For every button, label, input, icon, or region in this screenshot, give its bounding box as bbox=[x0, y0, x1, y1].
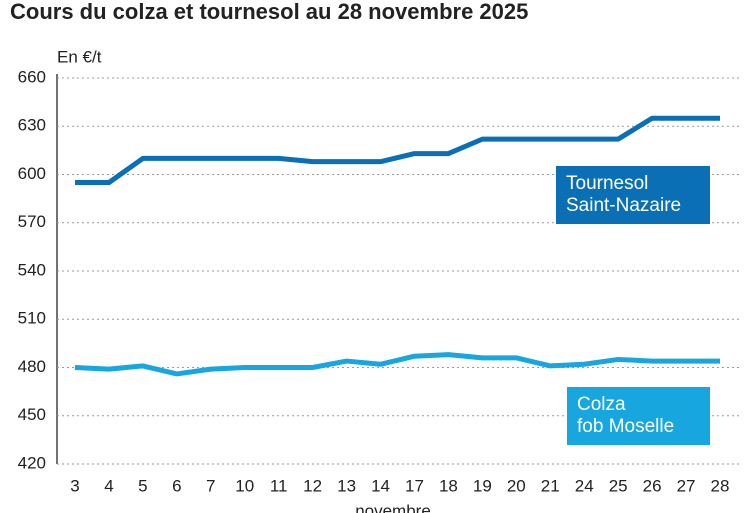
series-line bbox=[75, 115, 720, 186]
x-tick-label: 26 bbox=[643, 476, 662, 495]
x-tick-label: 3 bbox=[70, 476, 79, 495]
x-tick-label: 25 bbox=[609, 476, 628, 495]
y-tick-label: 450 bbox=[18, 405, 46, 424]
y-tick-label: 600 bbox=[18, 164, 46, 183]
x-tick-label: 4 bbox=[104, 476, 113, 495]
y-tick-label: 570 bbox=[18, 212, 46, 231]
x-tick-label: 19 bbox=[473, 476, 492, 495]
series-line bbox=[74, 352, 720, 377]
x-tick-label: 24 bbox=[575, 476, 594, 495]
y-tick-label: 630 bbox=[18, 116, 46, 135]
x-tick-label: 14 bbox=[371, 476, 390, 495]
y-tick-label: 540 bbox=[18, 260, 46, 279]
x-tick-label: 5 bbox=[138, 476, 147, 495]
y-tick-label: 480 bbox=[18, 357, 46, 376]
x-tick-label: 17 bbox=[405, 476, 424, 495]
y-tick-label: 660 bbox=[18, 67, 46, 86]
x-axis-label: novembre bbox=[355, 501, 431, 513]
x-tick-label: 20 bbox=[507, 476, 526, 495]
x-tick-label: 6 bbox=[172, 476, 181, 495]
x-tick-label: 12 bbox=[303, 476, 322, 495]
legend-label: Tournesol Saint-Nazaire bbox=[556, 166, 710, 224]
y-axis-label: En €/t bbox=[57, 47, 102, 66]
legend-label: Colza fob Moselle bbox=[567, 387, 710, 445]
x-tick-label: 13 bbox=[337, 476, 356, 495]
chart-title: Cours du colza et tournesol au 28 novemb… bbox=[10, 0, 528, 24]
x-tick-label: 28 bbox=[711, 476, 730, 495]
y-tick-label: 420 bbox=[18, 453, 46, 472]
x-tick-label: 18 bbox=[439, 476, 458, 495]
x-tick-label: 7 bbox=[206, 476, 215, 495]
x-tick-label: 10 bbox=[235, 476, 254, 495]
x-tick-label: 21 bbox=[541, 476, 560, 495]
x-tick-label: 11 bbox=[270, 476, 288, 495]
y-tick-label: 510 bbox=[18, 309, 46, 328]
x-tick-label: 27 bbox=[677, 476, 696, 495]
